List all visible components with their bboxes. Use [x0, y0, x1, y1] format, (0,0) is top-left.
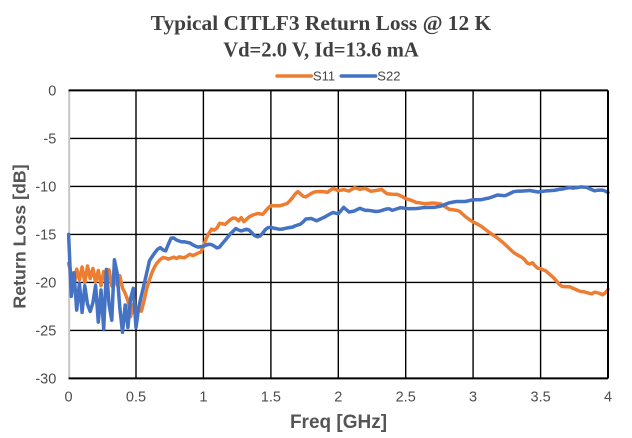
- svg-text:-10: -10: [35, 179, 56, 195]
- svg-text:0: 0: [48, 83, 56, 99]
- svg-text:0: 0: [65, 389, 73, 405]
- svg-text:2: 2: [334, 389, 342, 405]
- svg-text:2.5: 2.5: [396, 389, 416, 405]
- svg-text:S11: S11: [313, 69, 335, 84]
- svg-text:1: 1: [199, 389, 207, 405]
- svg-text:0.5: 0.5: [126, 389, 146, 405]
- svg-text:4: 4: [604, 389, 612, 405]
- svg-text:3: 3: [469, 389, 477, 405]
- svg-text:Vd=2.0 V, Id=13.6 mA: Vd=2.0 V, Id=13.6 mA: [223, 40, 419, 62]
- svg-text:1.5: 1.5: [261, 389, 281, 405]
- svg-text:-30: -30: [35, 371, 56, 387]
- svg-text:-5: -5: [43, 131, 56, 147]
- svg-text:-15: -15: [35, 227, 56, 243]
- svg-text:-25: -25: [35, 323, 56, 339]
- svg-text:Freq [GHz]: Freq [GHz]: [290, 412, 387, 433]
- svg-text:S22: S22: [377, 69, 400, 84]
- svg-text:-20: -20: [35, 275, 56, 291]
- svg-text:Typical CITLF3 Return Loss @ 1: Typical CITLF3 Return Loss @ 12 K: [151, 11, 492, 35]
- svg-text:3.5: 3.5: [531, 389, 551, 405]
- svg-text:Return Loss [dB]: Return Loss [dB]: [10, 164, 30, 308]
